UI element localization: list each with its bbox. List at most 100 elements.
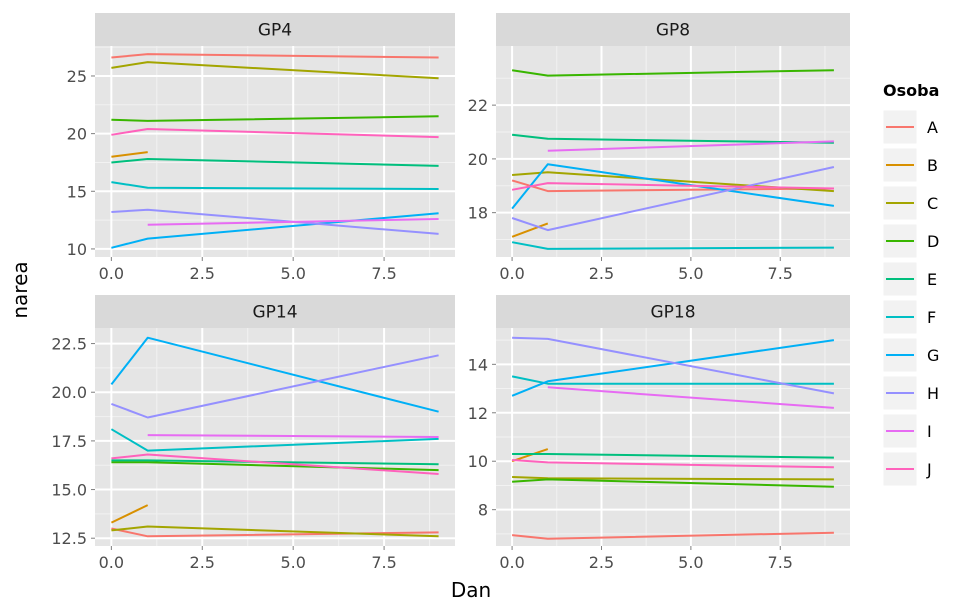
series-line-j [512, 459, 834, 469]
legend-label: D [927, 232, 939, 251]
legend-title: Osoba [883, 81, 939, 100]
legend-item-f: F [882, 299, 936, 335]
series-line-c [111, 61, 439, 80]
series-line-d [111, 115, 439, 122]
series-line-g [511, 163, 835, 210]
series-line-i [147, 218, 439, 226]
x-tick-label: 5.0 [280, 553, 305, 572]
y-tick-label: 17.5 [51, 432, 87, 451]
series-line-e [111, 459, 439, 466]
x-tick-label: 2.5 [190, 553, 215, 572]
series-line-e [512, 453, 834, 459]
series-line-c [512, 171, 834, 193]
y-axis-title: narea [8, 261, 32, 318]
series-line-g [110, 336, 439, 413]
series-line-i [147, 434, 439, 438]
series-line-h [512, 336, 835, 395]
series-line-b [111, 151, 148, 158]
legend-label: E [927, 270, 937, 289]
legend-label: A [927, 118, 938, 137]
y-tick-label: 20 [468, 150, 488, 169]
series-line-f [511, 375, 834, 385]
legend-item-a: A [882, 109, 938, 145]
x-axis-title: Dan [451, 578, 491, 602]
y-tick-label: 22 [468, 96, 488, 115]
series-line-j [111, 453, 439, 475]
legend-item-i: I [882, 413, 932, 449]
x-tick-label: 7.5 [371, 264, 396, 283]
legend-label: F [927, 308, 936, 327]
facet-strip [496, 295, 850, 328]
series-line-b [511, 222, 549, 238]
panel-gp8: GP8 0.0 2.5 5.0 7.5 18 20 22 [468, 13, 850, 283]
facet-strip [95, 295, 455, 328]
series-line-f [511, 241, 834, 250]
y-tick-label: 12.5 [51, 529, 87, 548]
x-tick-label: 2.5 [589, 553, 614, 572]
y-tick-label: 20.0 [51, 383, 87, 402]
facet-strip-label: GP14 [252, 303, 297, 323]
legend-label: J [926, 460, 932, 479]
series-line-a [511, 531, 834, 540]
y-tick-label: 18 [468, 204, 488, 223]
legend-item-b: B [882, 147, 938, 183]
x-tick-label: 2.5 [589, 264, 614, 283]
x-tick-label: 0.0 [499, 264, 524, 283]
series-line-h [511, 166, 835, 232]
series-line-e [511, 133, 834, 144]
series-line-c [111, 525, 439, 538]
x-tick-label: 5.0 [280, 264, 305, 283]
series-line-h [111, 208, 439, 235]
y-tick-label: 20 [67, 125, 87, 144]
y-tick-label: 10 [67, 240, 87, 259]
x-tick-label: 7.5 [768, 264, 793, 283]
facet-strip-label: GP8 [656, 21, 690, 41]
facet-strip-label: GP18 [650, 303, 695, 323]
panel-gp4: GP4 0.0 2.5 5.0 7.5 10 15 20 25 [67, 13, 455, 283]
legend-label: C [927, 194, 938, 213]
y-tick-label: 14 [468, 355, 488, 374]
series-line-c [512, 476, 834, 481]
legend-label: H [927, 384, 939, 403]
legend-label: B [927, 156, 938, 175]
series-line-i [547, 386, 834, 409]
series-line-i [547, 140, 834, 152]
y-tick-label: 10 [468, 452, 488, 471]
x-tick-label: 7.5 [371, 553, 396, 572]
legend-item-h: H [882, 375, 939, 411]
legend-item-j: J [882, 451, 932, 487]
series-line-j [111, 128, 439, 139]
y-tick-label: 15.0 [51, 481, 87, 500]
legend-label: I [927, 422, 932, 441]
series-line-b [110, 504, 149, 524]
facet-strip [496, 13, 850, 46]
series-line-a [111, 53, 439, 59]
y-tick-label: 22.5 [51, 335, 87, 354]
series-line-j [511, 182, 834, 191]
x-tick-label: 5.0 [678, 553, 703, 572]
y-tick-label: 15 [67, 182, 87, 201]
series-line-b [511, 448, 549, 463]
x-tick-label: 2.5 [190, 264, 215, 283]
facet-strip-label: GP4 [258, 21, 292, 41]
y-tick-label: 25 [67, 67, 87, 86]
y-tick-label: 8 [478, 501, 488, 520]
series-line-d [511, 69, 834, 77]
panel-gp18: GP18 0.0 2.5 5.0 7.5 8 10 12 14 [468, 295, 850, 572]
x-tick-label: 7.5 [768, 553, 793, 572]
series-line-d [512, 478, 834, 488]
legend-item-g: G [882, 337, 939, 373]
y-tick-label: 12 [468, 404, 488, 423]
series-line-a [511, 179, 834, 193]
legend-item-e: E [882, 261, 937, 297]
legend-item-d: D [882, 223, 939, 259]
panel-gp14: GP14 0.0 2.5 5.0 7.5 12.5 15.0 17.5 20.0 22.5 [51, 295, 455, 572]
x-tick-label: 0.0 [99, 553, 124, 572]
facet-strip [95, 13, 455, 46]
series-line-f [110, 428, 439, 452]
x-tick-label: 0.0 [99, 264, 124, 283]
legend-item-c: C [882, 185, 938, 221]
